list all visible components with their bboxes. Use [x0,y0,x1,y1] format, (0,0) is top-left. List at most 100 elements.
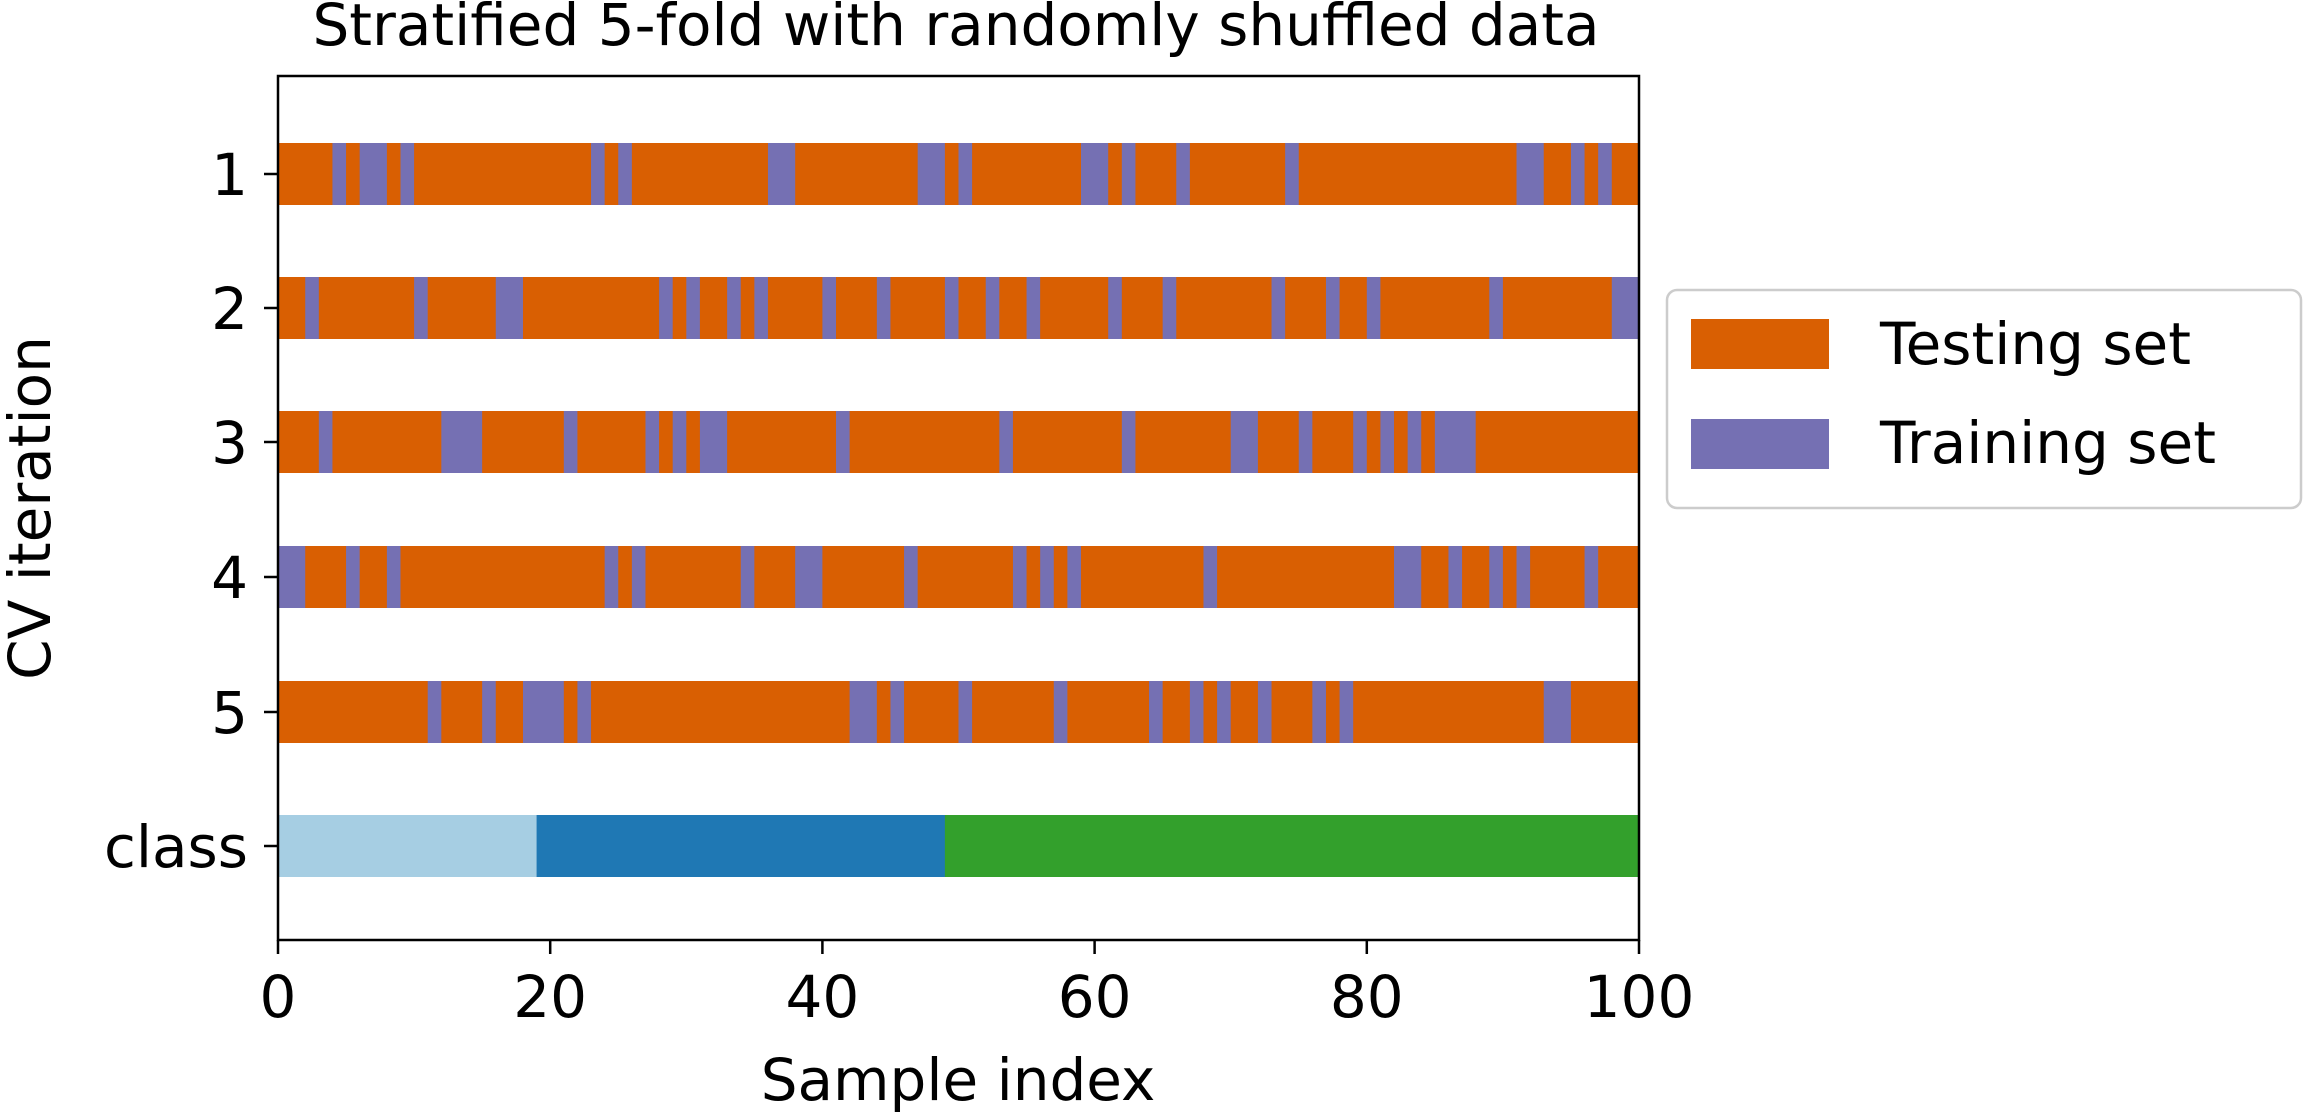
testing-segment [1312,411,1354,473]
testing-segment [972,143,1082,205]
testing-segment [1353,681,1545,743]
training-segment [1067,546,1082,608]
y-tick-label: class [104,813,248,881]
training-segment [1189,681,1205,743]
testing-segment [1080,546,1205,608]
training-segment [1489,546,1504,608]
testing-segment [659,411,674,473]
testing-segment [876,681,892,743]
training-segment [386,546,402,608]
testing-segment [522,277,660,339]
y-axis-label: CV iteration [0,336,64,680]
training-segment [1570,143,1586,205]
x-axis-ticks: 0 20 40 60 80 100 [260,940,1695,1031]
testing-segment [1570,681,1640,743]
testing-segment [278,411,320,473]
testing-segment [1530,546,1586,608]
training-segment [822,277,837,339]
training-segment [278,546,306,608]
training-segment [1434,411,1477,473]
testing-segment [1108,143,1123,205]
testing-segment [495,681,524,743]
training-segment [686,277,701,339]
testing-segment [645,546,742,608]
training-segment [999,411,1014,473]
training-segment [754,277,769,339]
testing-segment [999,277,1028,339]
x-tick-label: 20 [513,963,587,1031]
y-tick-label: 3 [211,409,248,477]
testing-segment [1026,546,1041,608]
training-segment [1516,143,1545,205]
x-axis-label: Sample index [761,1046,1156,1114]
testing-segment [1339,277,1368,339]
training-segment [1257,681,1273,743]
testing-segment [1121,277,1164,339]
training-segment [414,277,429,339]
training-segment [1108,277,1123,339]
testing-segment [1611,143,1640,205]
legend-label-testing: Testing set [1879,310,2191,378]
testing-segment [1543,143,1572,205]
testing-segment [1176,277,1273,339]
training-segment [1162,277,1177,339]
testing-segment [686,411,701,473]
testing-segment [1257,411,1300,473]
testing-segment [414,143,592,205]
training-segment [1598,143,1613,205]
training-segment [1611,277,1640,339]
testing-segment [400,546,606,608]
training-segment [618,143,633,205]
training-segment [1325,277,1341,339]
training-segment [645,411,660,473]
training-segment [1230,411,1259,473]
training-segment [631,546,647,608]
y-tick-label: 2 [211,275,248,343]
training-segment [1012,546,1028,608]
training-segment [1080,143,1109,205]
training-segment [318,411,334,473]
training-segment [1053,681,1068,743]
testing-segment [278,681,429,743]
testing-segment [427,277,497,339]
testing-segment [305,546,347,608]
testing-segment [1162,681,1191,743]
training-segment [1203,546,1218,608]
training-segment [1448,546,1463,608]
training-segment [1584,546,1599,608]
training-segment [659,277,674,339]
training-segment [400,143,415,205]
training-segment [904,546,919,608]
testing-segment [958,277,987,339]
x-tick-label: 100 [1584,963,1695,1031]
y-axis-ticks: 1 2 3 4 5 class [104,141,278,881]
testing-segment [904,681,960,743]
training-segment [1217,681,1232,743]
testing-segment [1298,143,1518,205]
legend-swatch-training [1691,419,1829,469]
training-segment [1298,411,1313,473]
training-segment [795,546,823,608]
training-segment [917,143,946,205]
testing-segment [1217,546,1395,608]
training-segment [305,277,320,339]
training-segment [441,411,483,473]
testing-segment [1475,411,1640,473]
testing-segment [1502,277,1613,339]
plot-frame [276,74,1641,942]
training-segment [672,411,687,473]
class-row [278,815,1640,877]
fold-row-5 [278,681,1640,743]
training-segment [740,546,755,608]
fold-rows [278,143,1640,877]
testing-segment [836,277,878,339]
training-segment [563,411,579,473]
testing-segment [1421,411,1436,473]
testing-segment [1394,411,1409,473]
fold-row-4 [278,546,1640,608]
legend-label-training: Training set [1879,409,2216,477]
testing-segment [1053,546,1068,608]
testing-segment [318,277,415,339]
testing-segment [386,143,402,205]
training-segment [522,681,565,743]
